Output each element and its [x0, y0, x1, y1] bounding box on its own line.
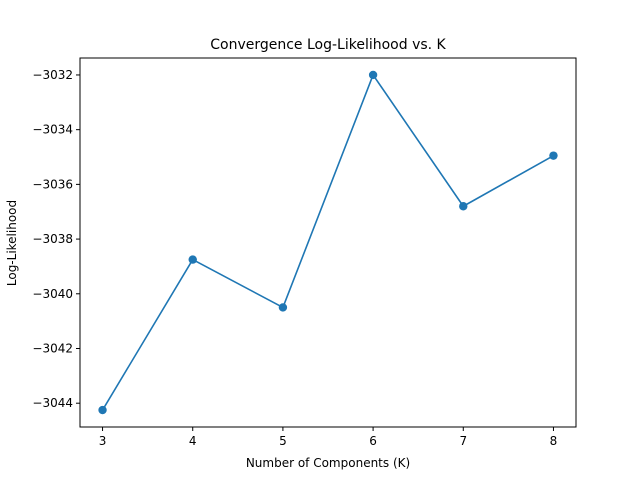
y-tick-label: −3042	[32, 341, 73, 355]
data-point	[549, 151, 558, 160]
x-tick-label: 8	[550, 434, 558, 448]
y-tick-label: −3044	[32, 396, 73, 410]
x-axis-label: Number of Components (K)	[246, 456, 410, 470]
data-point	[368, 70, 378, 80]
y-tick-label: −3036	[32, 177, 73, 191]
y-tick-label: −3038	[32, 232, 73, 246]
y-tick-label: −3034	[32, 123, 73, 137]
data-point	[278, 303, 288, 312]
data-point	[459, 202, 468, 211]
y-tick-label: −3040	[32, 287, 73, 301]
x-tick-label: 4	[189, 434, 197, 448]
plot-area: 3 4 5 6 7 8 −3044 −3042 −3040 −3038 −3036 −3034 −303…	[32, 57, 577, 448]
data-point	[98, 405, 107, 415]
x-tick-label: 6	[369, 434, 377, 448]
x-tick-label: 5	[279, 434, 287, 448]
x-tick-label: 7	[459, 434, 467, 448]
plot-frame	[79, 57, 577, 428]
series-line	[101, 74, 554, 411]
chart-title: Convergence Log-Likelihood vs. K	[210, 37, 446, 53]
x-tick-label: 3	[99, 434, 107, 448]
data-point	[188, 255, 197, 264]
y-axis-label: Log-Likelihood	[5, 200, 19, 286]
y-tick-label: −3032	[32, 68, 73, 82]
